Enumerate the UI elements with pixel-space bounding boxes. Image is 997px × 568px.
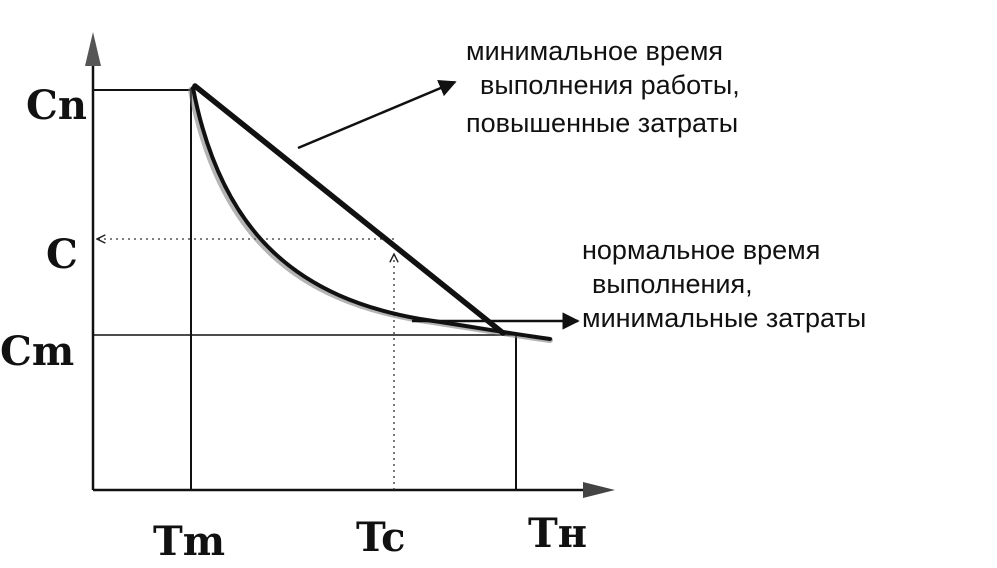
normal-time-line-1: нормальное время: [582, 235, 821, 265]
y-label-c: C: [46, 231, 78, 278]
normal-time-line-3: минимальные затраты: [582, 303, 867, 333]
min-time-pointer-arrow: [297, 80, 457, 150]
normal-time-annotation: нормальное время выполнения, минимальные…: [582, 233, 866, 335]
x-label-tc: Tc: [356, 514, 406, 561]
x-label-tn: Tн: [528, 510, 588, 557]
min-time-line-2: выполнения работы,: [480, 70, 740, 100]
y-label-cm: Cm: [0, 328, 75, 375]
min-time-line-1: минимальное время: [466, 36, 724, 66]
x-axis-arrow-icon: [583, 482, 615, 498]
normal-time-line-2: выполнения,: [592, 269, 753, 299]
linear-cost-line: [192, 83, 506, 336]
x-label-tm: Tm: [153, 518, 226, 565]
cost-curve: [191, 86, 552, 341]
y-label-cn: Cn: [26, 82, 87, 129]
min-time-line-3: повышенные затраты: [466, 108, 739, 138]
y-axis-arrow-icon: [85, 32, 101, 66]
min-time-annotation: минимальное время выполнения работы, пов…: [466, 34, 740, 140]
